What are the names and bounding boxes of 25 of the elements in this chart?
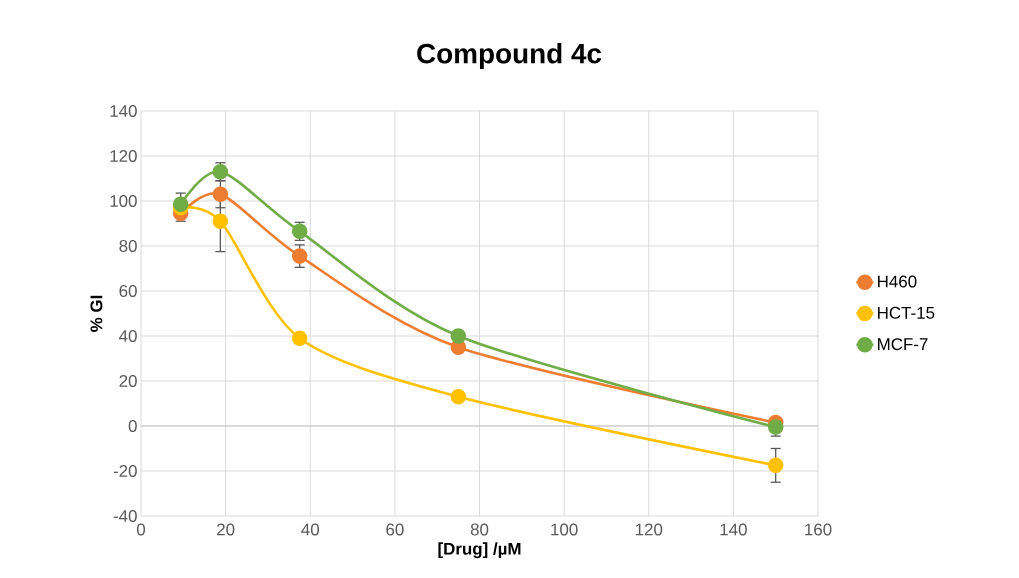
y-tick-label: 40: [119, 329, 137, 342]
x-tick-label: 140: [720, 523, 747, 536]
y-tick-label: -20: [113, 464, 137, 477]
y-tick-label: 140: [110, 104, 137, 117]
x-tick-label: 120: [635, 523, 663, 536]
x-tick-label: 60: [386, 523, 404, 536]
x-tick-label: 0: [136, 523, 146, 536]
x-axis-title: [Drug] /µM: [438, 542, 521, 559]
y-tick-label: 60: [119, 284, 137, 297]
x-tick-label: 100: [551, 523, 578, 536]
legend-label: H460: [878, 275, 917, 288]
legend-label: MCF-7: [878, 338, 928, 351]
x-tick-label: 80: [470, 523, 489, 536]
x-tick-label: 160: [805, 523, 832, 536]
y-tick-label: 80: [119, 239, 137, 252]
y-tick-label: 100: [110, 194, 137, 207]
y-tick-label: -40: [113, 509, 137, 522]
y-tick-label: 120: [110, 149, 137, 162]
y-tick-label: 0: [128, 419, 137, 432]
legend-label: HCT-15: [878, 306, 935, 319]
chart-title: Compound 4c: [417, 43, 602, 69]
x-tick-label: 40: [301, 523, 320, 536]
x-tick-label: 20: [217, 523, 235, 536]
y-axis-title: % GI: [90, 295, 103, 332]
y-tick-label: 20: [119, 374, 137, 387]
